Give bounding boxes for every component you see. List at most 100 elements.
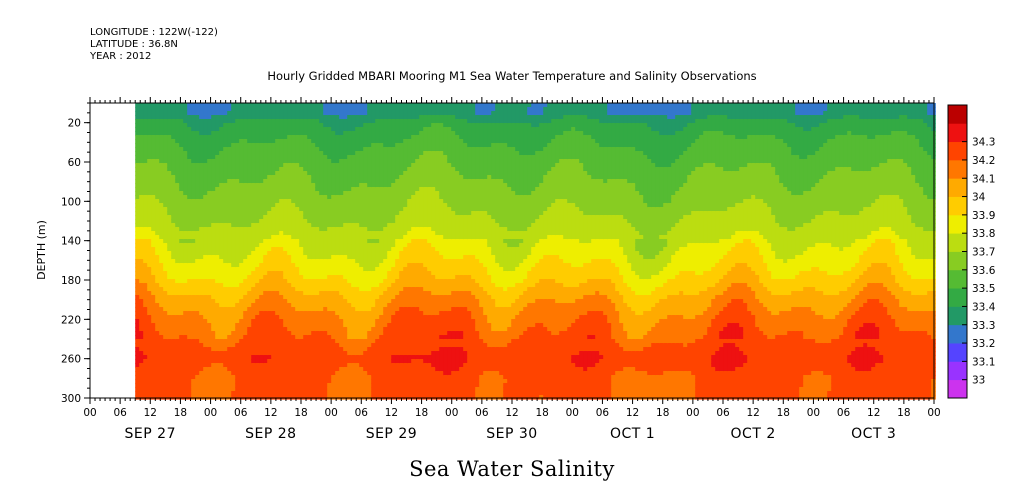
heatmap-cell: [135, 375, 140, 380]
heatmap-cell: [219, 295, 224, 300]
heatmap-cell: [283, 371, 288, 376]
heatmap-cell: [179, 287, 184, 292]
heatmap-cell: [203, 287, 208, 292]
heatmap-cell: [175, 115, 180, 120]
heatmap-cell: [307, 135, 312, 140]
heatmap-cell: [239, 131, 244, 136]
heatmap-cell: [371, 351, 376, 356]
heatmap-cell: [259, 335, 264, 340]
heatmap-cell: [259, 387, 264, 392]
heatmap-cell: [139, 119, 144, 124]
heatmap-cell: [399, 243, 404, 248]
heatmap-cell: [371, 363, 376, 368]
heatmap-cell: [395, 327, 400, 332]
heatmap-cell: [139, 187, 144, 192]
heatmap-cell: [355, 119, 360, 124]
heatmap-cell: [211, 127, 216, 132]
heatmap-cell: [339, 171, 344, 176]
heatmap-cell: [263, 251, 268, 256]
heatmap-cell: [159, 151, 164, 156]
heatmap-cell: [191, 183, 196, 188]
heatmap-cell: [143, 283, 148, 288]
heatmap-cell: [195, 347, 200, 352]
heatmap-cell: [311, 307, 316, 312]
heatmap-cell: [267, 163, 272, 168]
heatmap-cell: [359, 275, 364, 280]
heatmap-cell: [287, 107, 292, 112]
heatmap-cell: [295, 223, 300, 228]
heatmap-cell: [379, 171, 384, 176]
heatmap-cell: [331, 367, 336, 372]
heatmap-cell: [167, 131, 172, 136]
heatmap-cell: [163, 291, 168, 296]
heatmap-cell: [335, 179, 340, 184]
heatmap-cell: [171, 103, 176, 108]
heatmap-cell: [235, 115, 240, 120]
heatmap-cell: [255, 395, 260, 400]
heatmap-cell: [395, 119, 400, 124]
heatmap-cell: [143, 391, 148, 396]
heatmap-cell: [339, 335, 344, 340]
heatmap-cell: [191, 367, 196, 372]
heatmap-cell: [399, 183, 404, 188]
heatmap-cell: [231, 143, 236, 148]
heatmap-cell: [175, 103, 180, 108]
heatmap-cell: [291, 187, 296, 192]
heatmap-cell: [319, 279, 324, 284]
heatmap-cell: [219, 339, 224, 344]
heatmap-cell: [271, 351, 276, 356]
heatmap-cell: [163, 379, 168, 384]
heatmap-cell: [291, 195, 296, 200]
heatmap-cell: [223, 243, 228, 248]
heatmap-cell: [171, 379, 176, 384]
heatmap-cell: [143, 187, 148, 192]
heatmap-cell: [223, 187, 228, 192]
heatmap-cell: [279, 295, 284, 300]
heatmap-cell: [335, 367, 340, 372]
heatmap-cell: [311, 203, 316, 208]
heatmap-cell: [327, 303, 332, 308]
heatmap-cell: [367, 335, 372, 340]
heatmap-cell: [251, 167, 256, 172]
heatmap-cell: [259, 143, 264, 148]
heatmap-cell: [191, 111, 196, 116]
heatmap-cell: [259, 251, 264, 256]
heatmap-cell: [379, 287, 384, 292]
heatmap-cell: [227, 211, 232, 216]
heatmap-cell: [219, 167, 224, 172]
heatmap-cell: [159, 147, 164, 152]
heatmap-cell: [387, 343, 392, 348]
heatmap-cell: [367, 163, 372, 168]
heatmap-cell: [291, 383, 296, 388]
heatmap-cell: [255, 243, 260, 248]
heatmap-cell: [311, 183, 316, 188]
heatmap-cell: [151, 271, 156, 276]
heatmap-cell: [367, 167, 372, 172]
heatmap-cell: [303, 343, 308, 348]
heatmap-cell: [263, 215, 268, 220]
heatmap-cell: [135, 147, 140, 152]
heatmap-cell: [223, 271, 228, 276]
heatmap-cell: [163, 391, 168, 396]
heatmap-cell: [203, 235, 208, 240]
heatmap-cell: [215, 231, 220, 236]
heatmap-cell: [311, 215, 316, 220]
heatmap-cell: [311, 195, 316, 200]
heatmap-cell: [267, 339, 272, 344]
heatmap-cell: [207, 319, 212, 324]
heatmap-cell: [231, 335, 236, 340]
heatmap-cell: [251, 199, 256, 204]
heatmap-cell: [339, 339, 344, 344]
heatmap-cell: [279, 119, 284, 124]
heatmap-cell: [351, 391, 356, 396]
heatmap-cell: [195, 127, 200, 132]
heatmap-cell: [243, 259, 248, 264]
heatmap-cell: [243, 283, 248, 288]
heatmap-cell: [315, 247, 320, 252]
heatmap-cell: [343, 327, 348, 332]
heatmap-cell: [367, 303, 372, 308]
heatmap-cell: [363, 231, 368, 236]
heatmap-cell: [171, 235, 176, 240]
heatmap-cell: [259, 199, 264, 204]
heatmap-cell: [339, 103, 344, 108]
